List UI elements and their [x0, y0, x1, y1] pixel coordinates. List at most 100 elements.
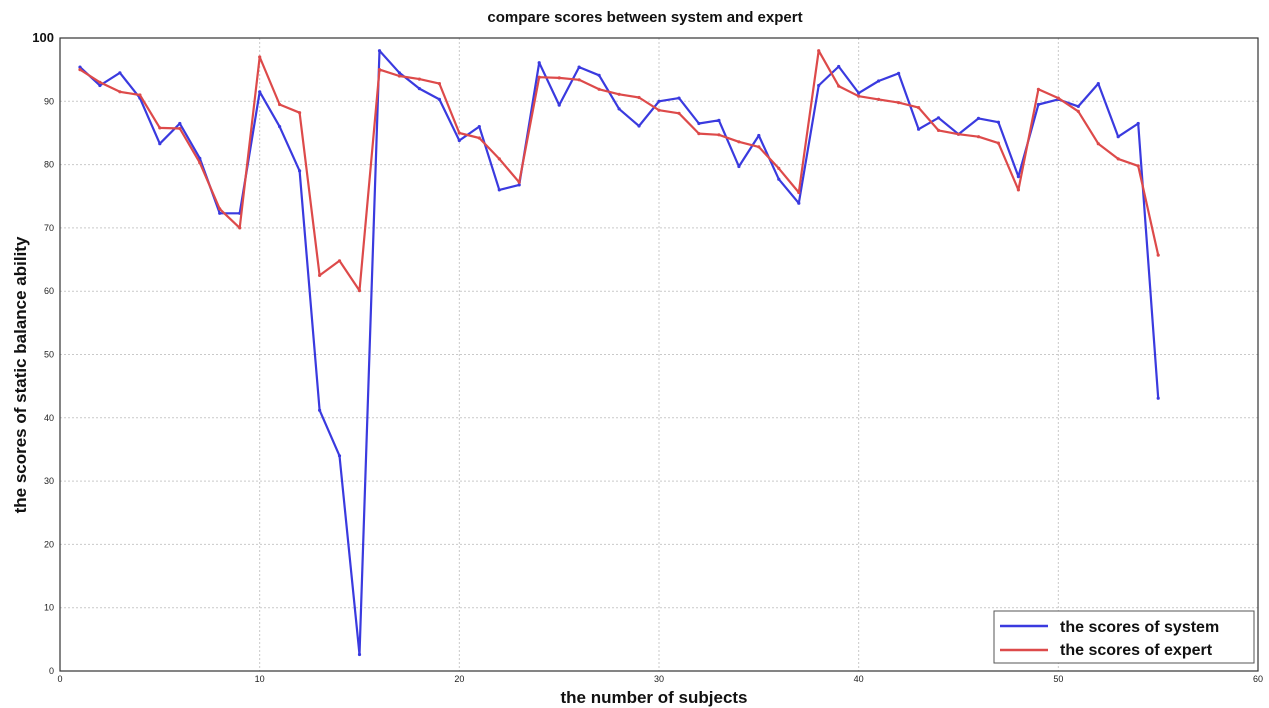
data-point-system — [976, 116, 981, 120]
data-point-system — [218, 211, 222, 215]
data-point-expert — [797, 190, 801, 195]
data-point-system — [417, 87, 421, 91]
data-point-system — [637, 124, 641, 128]
data-point-system — [397, 71, 401, 75]
data-point-expert — [298, 111, 302, 115]
data-point-system — [557, 103, 561, 107]
y-tick-label: 0 — [49, 666, 54, 676]
data-point-expert — [337, 259, 342, 263]
legend-label-system: the scores of system — [1060, 619, 1219, 636]
data-point-system — [717, 118, 721, 122]
data-point-system — [357, 652, 362, 657]
data-point-expert — [936, 128, 941, 132]
data-point-expert — [557, 76, 561, 80]
data-point-expert — [1096, 142, 1100, 146]
data-point-expert — [597, 87, 601, 91]
data-point-expert — [377, 68, 382, 72]
y-tick-label: 80 — [44, 160, 54, 170]
data-point-expert — [897, 101, 901, 105]
data-point-system — [517, 183, 521, 187]
data-point-expert — [637, 95, 641, 100]
chart-title: compare scores between system and expert — [487, 9, 802, 26]
data-point-expert — [837, 84, 841, 88]
data-point-expert — [617, 92, 621, 96]
data-point-system — [1136, 121, 1140, 126]
data-point-system — [377, 49, 382, 53]
data-point-expert — [158, 126, 162, 130]
data-point-system — [198, 156, 202, 160]
x-tick-label: 30 — [654, 674, 664, 684]
grid-lines — [60, 38, 1258, 671]
data-point-expert — [258, 55, 262, 59]
data-point-expert — [1016, 188, 1021, 192]
data-point-system — [1116, 135, 1120, 139]
data-point-expert — [318, 273, 322, 277]
data-point-system — [577, 65, 581, 69]
data-point-system — [757, 133, 761, 138]
x-tick-label: 10 — [255, 674, 265, 684]
data-point-expert — [238, 226, 242, 230]
data-point-expert — [817, 49, 821, 53]
data-point-system — [178, 121, 182, 126]
legend: the scores of system the scores of exper… — [993, 610, 1255, 664]
data-point-expert — [497, 157, 501, 161]
x-tick-label: 60 — [1253, 674, 1263, 684]
data-point-system — [597, 73, 601, 77]
x-tick-label: 0 — [57, 674, 62, 684]
data-point-system — [897, 71, 901, 75]
x-tick-labels: 0 10 20 30 40 50 60 — [57, 674, 1263, 684]
data-point-system — [437, 97, 441, 101]
data-point-system — [837, 64, 841, 69]
data-point-system — [737, 164, 741, 169]
data-point-expert — [996, 141, 1001, 145]
data-point-expert — [1056, 96, 1060, 100]
data-point-system — [98, 83, 102, 88]
y-tick-label: 100 — [32, 30, 54, 45]
data-point-system — [337, 454, 342, 458]
data-point-expert — [98, 80, 102, 84]
data-point-system — [1036, 102, 1040, 107]
data-point-system — [537, 61, 541, 65]
data-point-expert — [138, 93, 142, 97]
data-point-system — [457, 138, 461, 143]
data-point-expert — [697, 132, 701, 136]
data-point-expert — [417, 77, 421, 81]
x-tick-label: 50 — [1053, 674, 1063, 684]
data-point-expert — [777, 166, 781, 170]
data-point-system — [118, 71, 122, 75]
data-point-expert — [1136, 164, 1140, 168]
data-point-system — [617, 107, 621, 111]
data-point-expert — [857, 94, 861, 98]
data-point-expert — [457, 131, 461, 135]
data-point-system — [258, 90, 262, 94]
data-point-system — [677, 96, 681, 100]
data-point-system — [78, 65, 82, 69]
data-point-system — [996, 120, 1001, 124]
data-point-system — [497, 188, 501, 192]
data-point-system — [917, 127, 921, 131]
data-point-expert — [1036, 87, 1040, 91]
data-point-system — [158, 142, 162, 146]
y-tick-labels: 0 10 20 30 40 50 60 70 80 90 100 — [32, 30, 54, 676]
series-lines — [78, 49, 1160, 657]
data-point-expert — [78, 68, 82, 72]
plot-frame — [59, 37, 1259, 672]
data-point-system — [1016, 175, 1021, 179]
data-point-expert — [218, 207, 222, 211]
legend-label-expert: the scores of expert — [1060, 642, 1213, 659]
data-point-expert — [577, 78, 581, 82]
data-point-system — [877, 79, 881, 83]
data-point-system — [657, 99, 661, 103]
data-point-expert — [397, 74, 401, 78]
data-point-system — [477, 125, 481, 129]
data-point-expert — [677, 111, 681, 115]
data-point-system — [1156, 396, 1160, 400]
y-tick-label: 10 — [44, 603, 54, 613]
data-point-system — [1096, 82, 1100, 86]
data-point-expert — [517, 180, 521, 184]
data-point-system — [817, 83, 821, 88]
legend-box — [993, 610, 1255, 664]
data-point-system — [318, 408, 322, 412]
data-point-system — [797, 201, 801, 205]
